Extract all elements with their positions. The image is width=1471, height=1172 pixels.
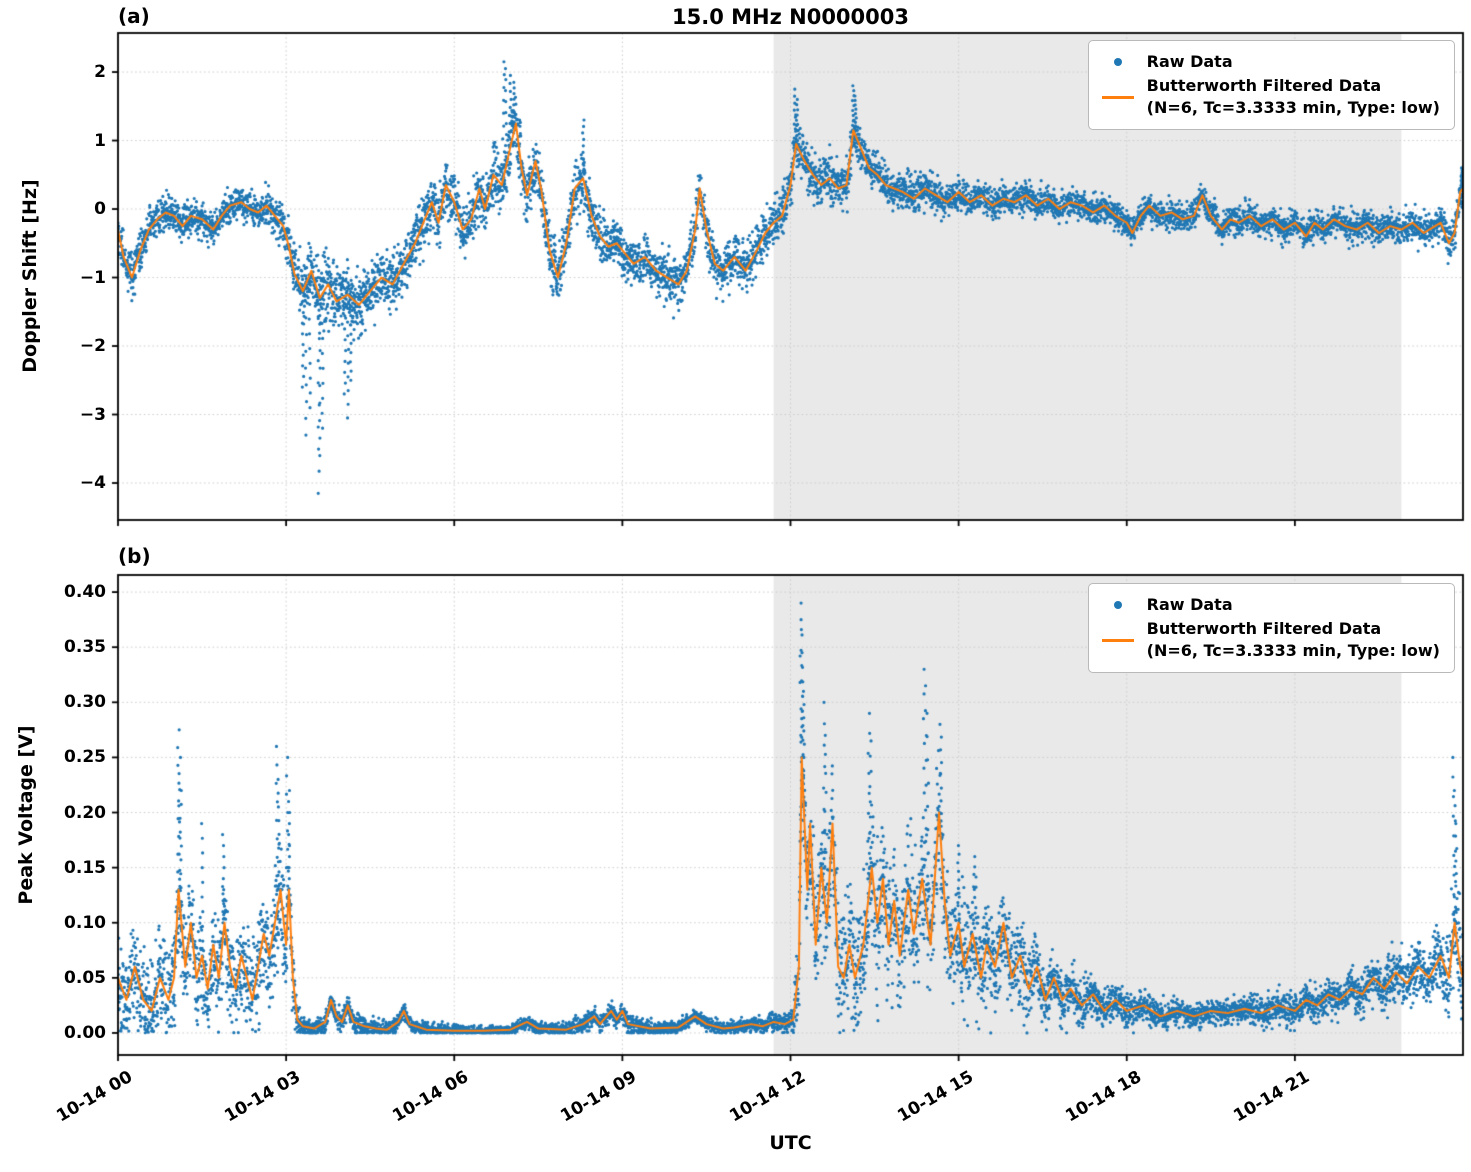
figure: (a) 15.0 MHz N0000003 (b) Doppler Shift … [0,0,1471,1172]
chart-canvas [0,0,1471,1172]
